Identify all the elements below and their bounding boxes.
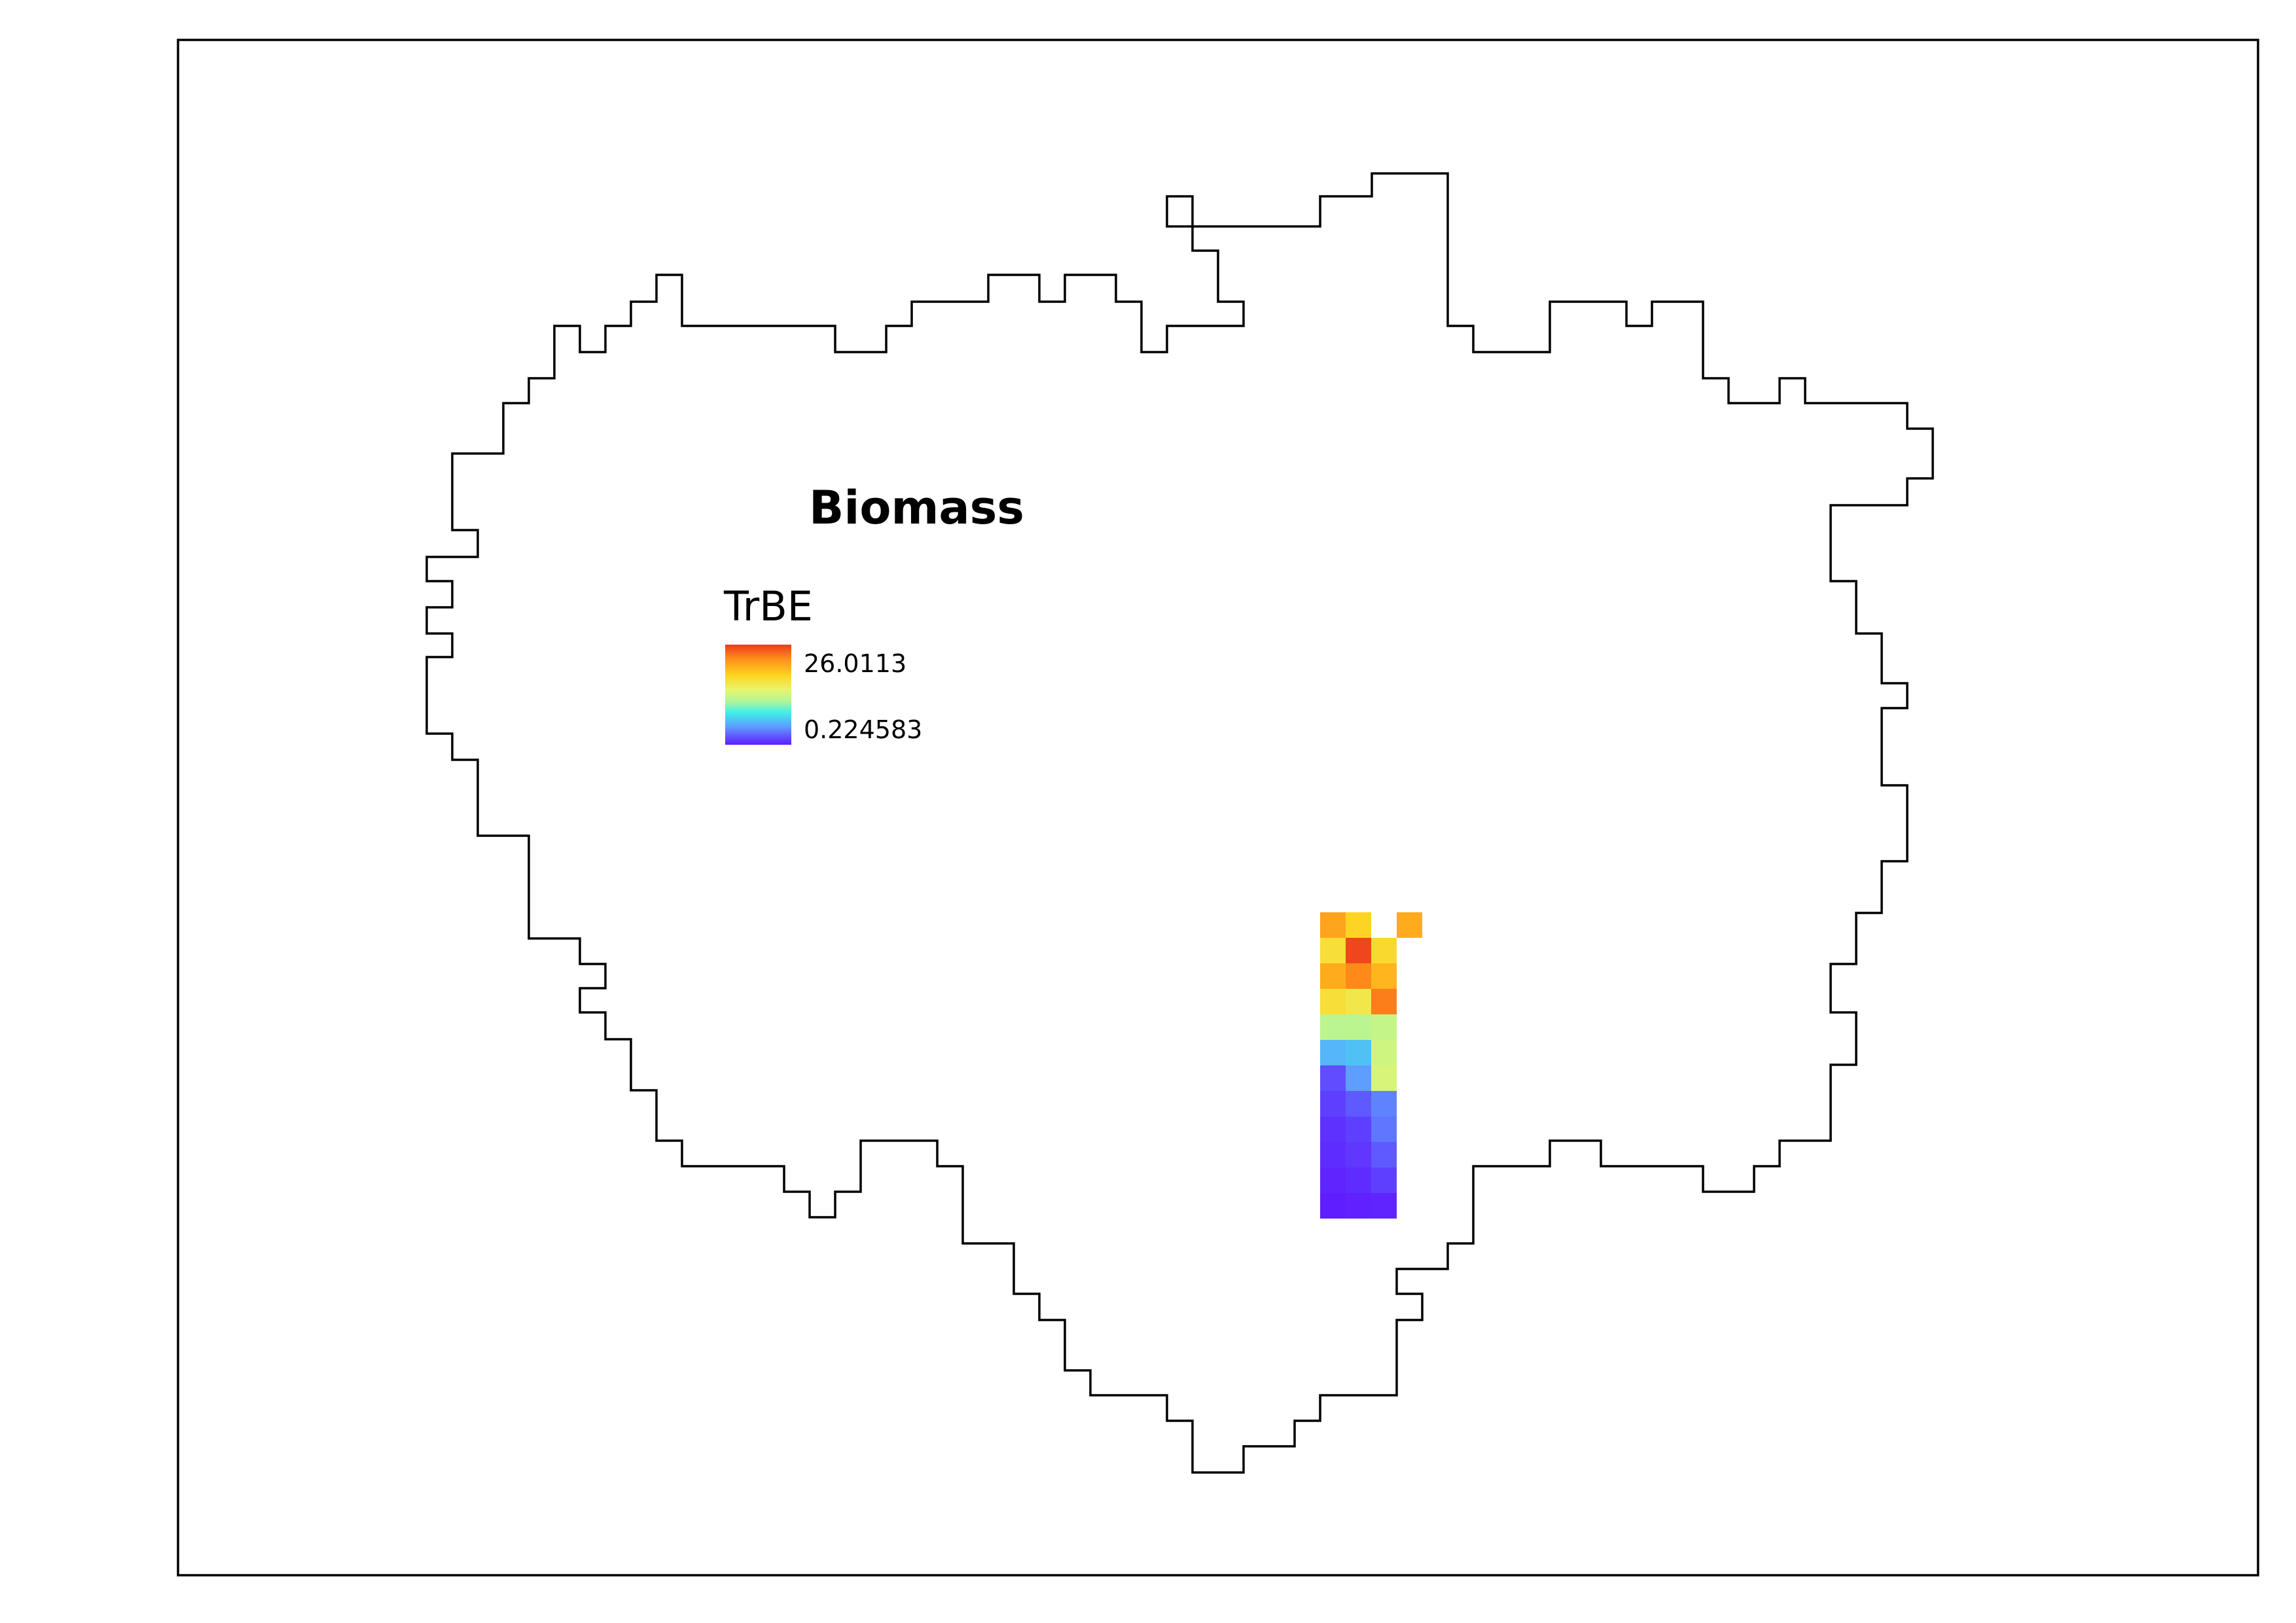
raster-cell bbox=[1371, 938, 1397, 963]
raster-cell bbox=[1346, 1116, 1371, 1142]
raster-cell bbox=[1371, 1193, 1397, 1219]
raster-cell bbox=[1320, 1091, 1346, 1116]
raster-cell bbox=[1346, 1142, 1371, 1168]
raster-cell bbox=[1320, 1040, 1346, 1065]
map-frame bbox=[177, 39, 2259, 1577]
raster-cell bbox=[1371, 1040, 1397, 1065]
raster-cell bbox=[1320, 1193, 1346, 1219]
raster-cell bbox=[1346, 912, 1371, 938]
raster-cell bbox=[1346, 1168, 1371, 1193]
raster-cell bbox=[1320, 1065, 1346, 1091]
raster-cell bbox=[1320, 1014, 1346, 1040]
region-outline bbox=[425, 172, 1934, 1474]
raster-cell bbox=[1320, 938, 1346, 963]
raster-cell bbox=[1320, 963, 1346, 989]
raster-cell bbox=[1346, 1040, 1371, 1065]
raster-cell bbox=[1346, 1193, 1371, 1219]
raster-cell bbox=[1320, 912, 1346, 938]
raster-cell bbox=[1346, 1091, 1371, 1116]
raster-cell bbox=[1371, 1014, 1397, 1040]
raster-cell bbox=[1320, 1116, 1346, 1142]
map-title: Biomass bbox=[809, 481, 1024, 535]
legend-color-ramp bbox=[725, 645, 791, 745]
raster-cell bbox=[1320, 989, 1346, 1014]
raster-layer bbox=[1320, 912, 1422, 1219]
legend-min-label: 0.224583 bbox=[804, 715, 922, 744]
raster-cell bbox=[1346, 963, 1371, 989]
raster-cell bbox=[1371, 1116, 1397, 1142]
raster-cell bbox=[1346, 938, 1371, 963]
raster-cell bbox=[1346, 1065, 1371, 1091]
legend-max-label: 26.0113 bbox=[804, 649, 906, 678]
raster-cell bbox=[1320, 1168, 1346, 1193]
raster-cell bbox=[1371, 1168, 1397, 1193]
raster-cell bbox=[1371, 1065, 1397, 1091]
raster-cell bbox=[1346, 1014, 1371, 1040]
raster-cell bbox=[1371, 963, 1397, 989]
raster-cell bbox=[1320, 1142, 1346, 1168]
legend-title: TrBE bbox=[723, 582, 813, 630]
raster-cell bbox=[1371, 1142, 1397, 1168]
raster-cell bbox=[1397, 912, 1422, 938]
raster-cell bbox=[1371, 989, 1397, 1014]
raster-cell bbox=[1371, 1091, 1397, 1116]
legend: TrBE 26.0113 0.224583 bbox=[723, 582, 922, 745]
raster-cell bbox=[1346, 989, 1371, 1014]
